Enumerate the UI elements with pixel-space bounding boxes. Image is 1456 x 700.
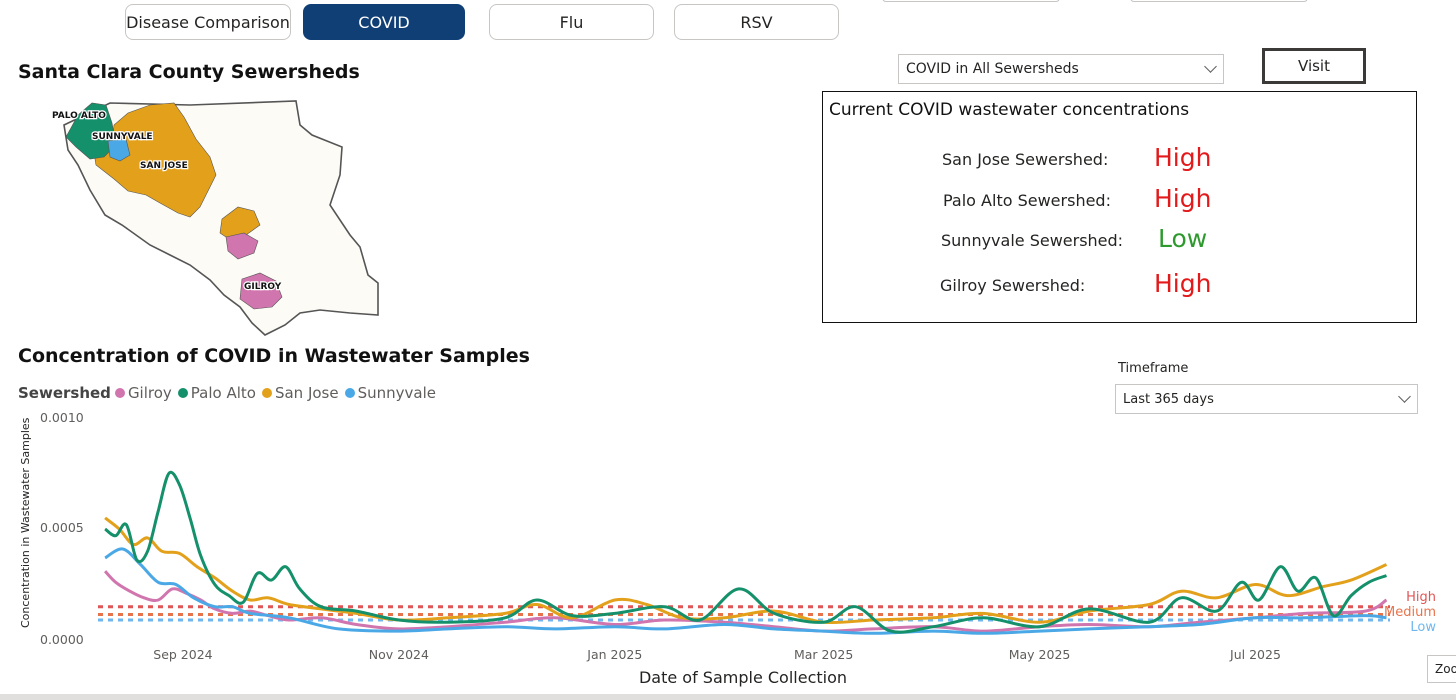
san-jose-label: San Jose Sewershed: [942,150,1109,169]
san-jose-region [93,102,217,218]
x-tick-label: Mar 2025 [793,647,854,662]
bottom-bar [0,694,1456,700]
timeframe-select[interactable]: Last 365 days [1115,384,1418,414]
timeframe-label: Timeframe [1118,361,1189,376]
legend-dot-san-jose [261,388,272,398]
y-tick-label: 0.0010 [40,410,84,425]
map-label-gilroy: GILROY [244,282,282,292]
threshold-label-medium: Medium [1384,605,1436,620]
threshold-label-low: Low [1410,620,1436,635]
gilroy-region [239,272,283,310]
tab-covid[interactable]: COVID [303,4,465,40]
legend-dot-gilroy [114,388,125,398]
legend-item-palo-alto[interactable]: Palo Alto [177,384,256,402]
palo-alto-level: High [1154,184,1212,213]
current-concentrations-panel: Current COVID wastewater concentrations … [822,91,1417,323]
map-title: Santa Clara County Sewersheds [18,61,360,83]
series-line-sunnyvale [104,547,1387,635]
legend-label: Gilroy [127,384,172,402]
series-line-palo-alto [104,470,1388,634]
san-jose-east-region [219,206,261,242]
legend-title: Sewershed [18,384,111,402]
threshold-label-high: High [1406,590,1436,605]
tab-disease-comparison[interactable]: Disease Comparison [125,4,291,40]
x-tick-label: Jan 2025 [587,647,643,662]
y-tick-label: 0.0005 [40,520,84,535]
visit-button[interactable]: Visit [1262,48,1366,84]
zoom-button[interactable]: Zoo [1427,655,1456,683]
series-line-san-jose [104,516,1388,625]
legend-item-sunnyvale[interactable]: Sunnyvale [344,384,436,402]
legend-item-san-jose[interactable]: San Jose [261,384,339,402]
y-tick-label: 0.0000 [40,632,84,647]
sunnyvale-region [107,138,131,162]
chart-legend: Sewershed Gilroy Palo Alto San Jose Sunn… [18,384,442,402]
legend-label: Palo Alto [190,384,256,402]
tab-flu[interactable]: Flu [489,4,654,40]
panel-title: Current COVID wastewater concentrations [829,100,1190,120]
timeframe-select-value: Last 365 days [1123,391,1214,407]
palo-alto-label: Palo Alto Sewershed: [943,191,1111,210]
chart-title: Concentration of COVID in Wastewater Sam… [18,345,530,367]
sewershed-map: PALO ALTO SUNNYVALE SAN JOSE GILROY [51,100,379,336]
x-axis-title: Date of Sample Collection [638,668,848,687]
map-label-palo-alto: PALO ALTO [52,111,106,121]
sunnyvale-label: Sunnyvale Sewershed: [941,231,1124,250]
tab-rsv[interactable]: RSV [674,4,839,40]
legend-item-gilroy[interactable]: Gilroy [114,384,172,402]
gilroy-level: High [1154,269,1212,298]
x-tick-label: Jul 2025 [1230,647,1281,662]
series-line-gilroy [103,570,1388,633]
map-label-sunnyvale: SUNNYVALE [92,132,153,142]
sewershed-select[interactable]: COVID in All Sewersheds [898,54,1224,84]
sunnyvale-level: Low [1158,224,1208,253]
gilroy-label: Gilroy Sewershed: [940,276,1086,295]
legend-label: Sunnyvale [357,384,436,402]
sewershed-select-value: COVID in All Sewersheds [906,61,1079,77]
legend-label: San Jose [274,384,339,402]
legend-dot-sunnyvale [344,388,355,398]
san-jose-level: High [1154,143,1212,172]
morgan-hill-region [225,232,259,260]
legend-dot-palo-alto [177,388,188,398]
x-tick-label: Sep 2024 [153,647,213,662]
x-tick-label: May 2025 [1008,647,1071,662]
map-label-san-jose: SAN JOSE [140,161,188,171]
x-tick-label: Nov 2024 [368,647,429,662]
